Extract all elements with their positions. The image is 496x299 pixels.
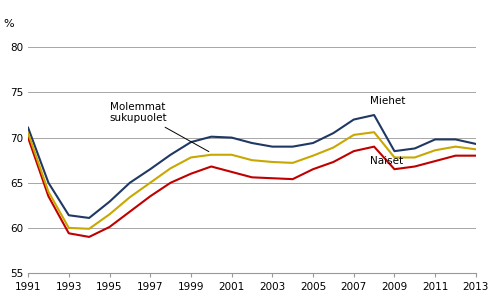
Text: Naiset: Naiset — [370, 156, 403, 166]
Text: Molemmat
sukupuolet: Molemmat sukupuolet — [110, 102, 209, 152]
Text: Miehet: Miehet — [370, 97, 405, 106]
Text: %: % — [3, 19, 14, 29]
